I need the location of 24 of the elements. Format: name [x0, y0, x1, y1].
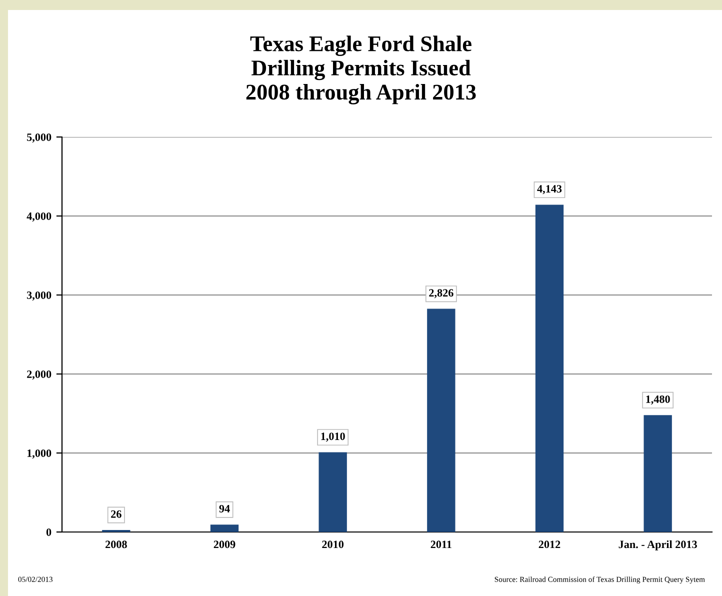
data-label: 1,010 — [321, 432, 345, 442]
data-label: 1,480 — [646, 395, 670, 405]
x-tick-label: 2012 — [538, 540, 560, 548]
data-label: 4,143 — [537, 185, 562, 194]
y-tick-label: 0 — [46, 528, 52, 536]
x-tick-label: 2009 — [214, 540, 236, 548]
y-tick-label: 2,000 — [27, 370, 52, 380]
data-label: 2,826 — [429, 289, 454, 298]
x-tick-label: 2010 — [322, 540, 344, 548]
y-tick-label: 4,000 — [26, 212, 52, 222]
x-tick-label: 2011 — [430, 540, 452, 548]
y-tick-label: 5,000 — [27, 133, 52, 143]
x-tick-label: 2008 — [106, 540, 127, 548]
bar — [535, 204, 564, 532]
bar — [427, 308, 456, 532]
data-label: 94 — [219, 504, 230, 512]
y-tick-label: 1,000 — [27, 449, 52, 459]
y-tick-label: 3,000 — [27, 291, 52, 301]
bar — [318, 452, 347, 532]
x-tick-label: Jan. - April 2013 — [618, 540, 697, 550]
chart-title: Texas Eagle Ford Shale Drilling Permits Issued 2008 through April 2013 — [246, 36, 476, 104]
data-label: 26 — [111, 510, 122, 518]
bar — [210, 524, 239, 532]
bar — [644, 415, 672, 532]
